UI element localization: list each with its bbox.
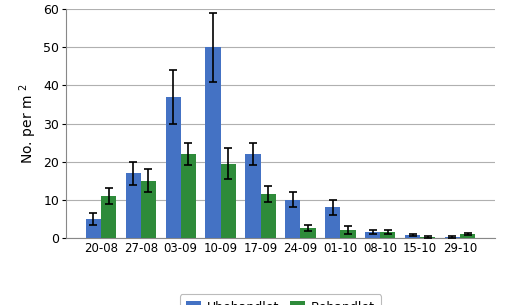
Bar <box>459 234 474 238</box>
Y-axis label: No. per m $^2$: No. per m $^2$ <box>17 83 39 164</box>
Bar <box>380 232 394 238</box>
Bar <box>364 232 380 238</box>
Bar <box>300 228 315 238</box>
Bar <box>419 237 435 238</box>
Bar <box>404 235 419 238</box>
Bar <box>220 163 235 238</box>
Bar <box>245 154 260 238</box>
Bar <box>165 97 180 238</box>
Bar <box>180 154 195 238</box>
Bar <box>86 219 101 238</box>
Bar <box>285 200 300 238</box>
Bar <box>125 173 140 238</box>
Bar <box>325 207 340 238</box>
Bar <box>340 230 355 238</box>
Bar <box>205 47 220 238</box>
Bar <box>444 237 459 238</box>
Bar <box>140 181 156 238</box>
Bar <box>101 196 116 238</box>
Bar <box>260 194 275 238</box>
Legend: Ubehandlet, Behandlet: Ubehandlet, Behandlet <box>180 294 380 305</box>
